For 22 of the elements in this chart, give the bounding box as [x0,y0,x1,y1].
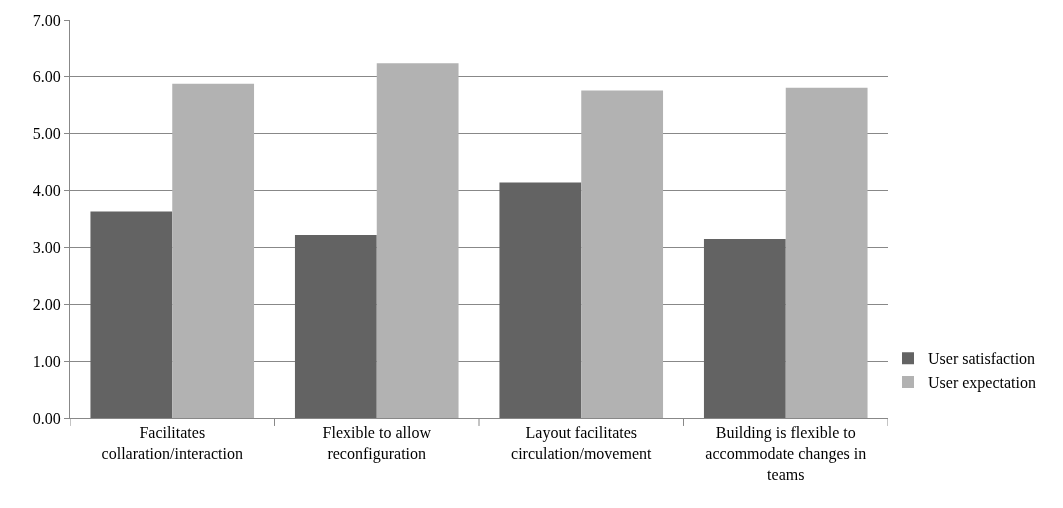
bar [785,87,868,418]
x-tick-label: Facilitates collaration/interaction [101,424,243,462]
y-tick-label: 6.00 [32,68,61,86]
bar [172,83,255,418]
bar [376,63,459,418]
legend-label: User expectation [928,374,1036,393]
y-tick-label: 2.00 [32,295,61,313]
y-tick-label: 3.00 [32,239,61,257]
y-tick-label: 4.00 [32,182,61,200]
bar [90,211,173,418]
y-tick-label: 1.00 [32,352,61,370]
x-tick-label: Building is flexible to accommodate changes in teams [705,424,867,483]
legend-label: User satisfaction [928,350,1036,368]
y-tick-label: 0.00 [32,409,61,427]
x-tick-label: Layout facilitates circulation/movement [511,424,652,462]
bar [499,182,582,418]
bar [294,234,377,418]
y-tick-label: 7.00 [32,11,61,29]
y-tick-label: 5.00 [32,125,61,143]
x-tick-label: Flexible to allow reconfiguration [322,424,432,463]
bar [581,90,664,418]
bar [703,238,786,418]
